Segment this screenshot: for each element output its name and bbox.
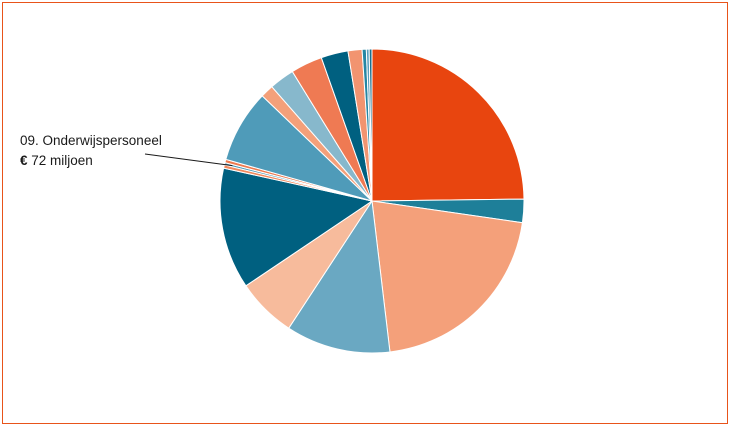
pie-chart: 09. Onderwijspersoneel € 72 miljoen [20,48,525,354]
pie-slice-17 [368,48,373,202]
annotation-currency: € [20,153,28,168]
annotation-amount: 72 miljoen [28,153,93,168]
pie-slices [219,48,525,354]
annotation-leader-line [144,153,233,167]
annotation-label-value: € 72 miljoen [20,153,93,168]
annotation-label-title: 09. Onderwijspersoneel [20,133,162,148]
pie-slice-2 [371,200,524,353]
pie-slice-0 [371,48,525,202]
pie-slice-3 [288,199,391,354]
pie-slice-5 [219,167,374,287]
chart-frame: 09. Onderwijspersoneel € 72 miljoen [2,2,728,424]
